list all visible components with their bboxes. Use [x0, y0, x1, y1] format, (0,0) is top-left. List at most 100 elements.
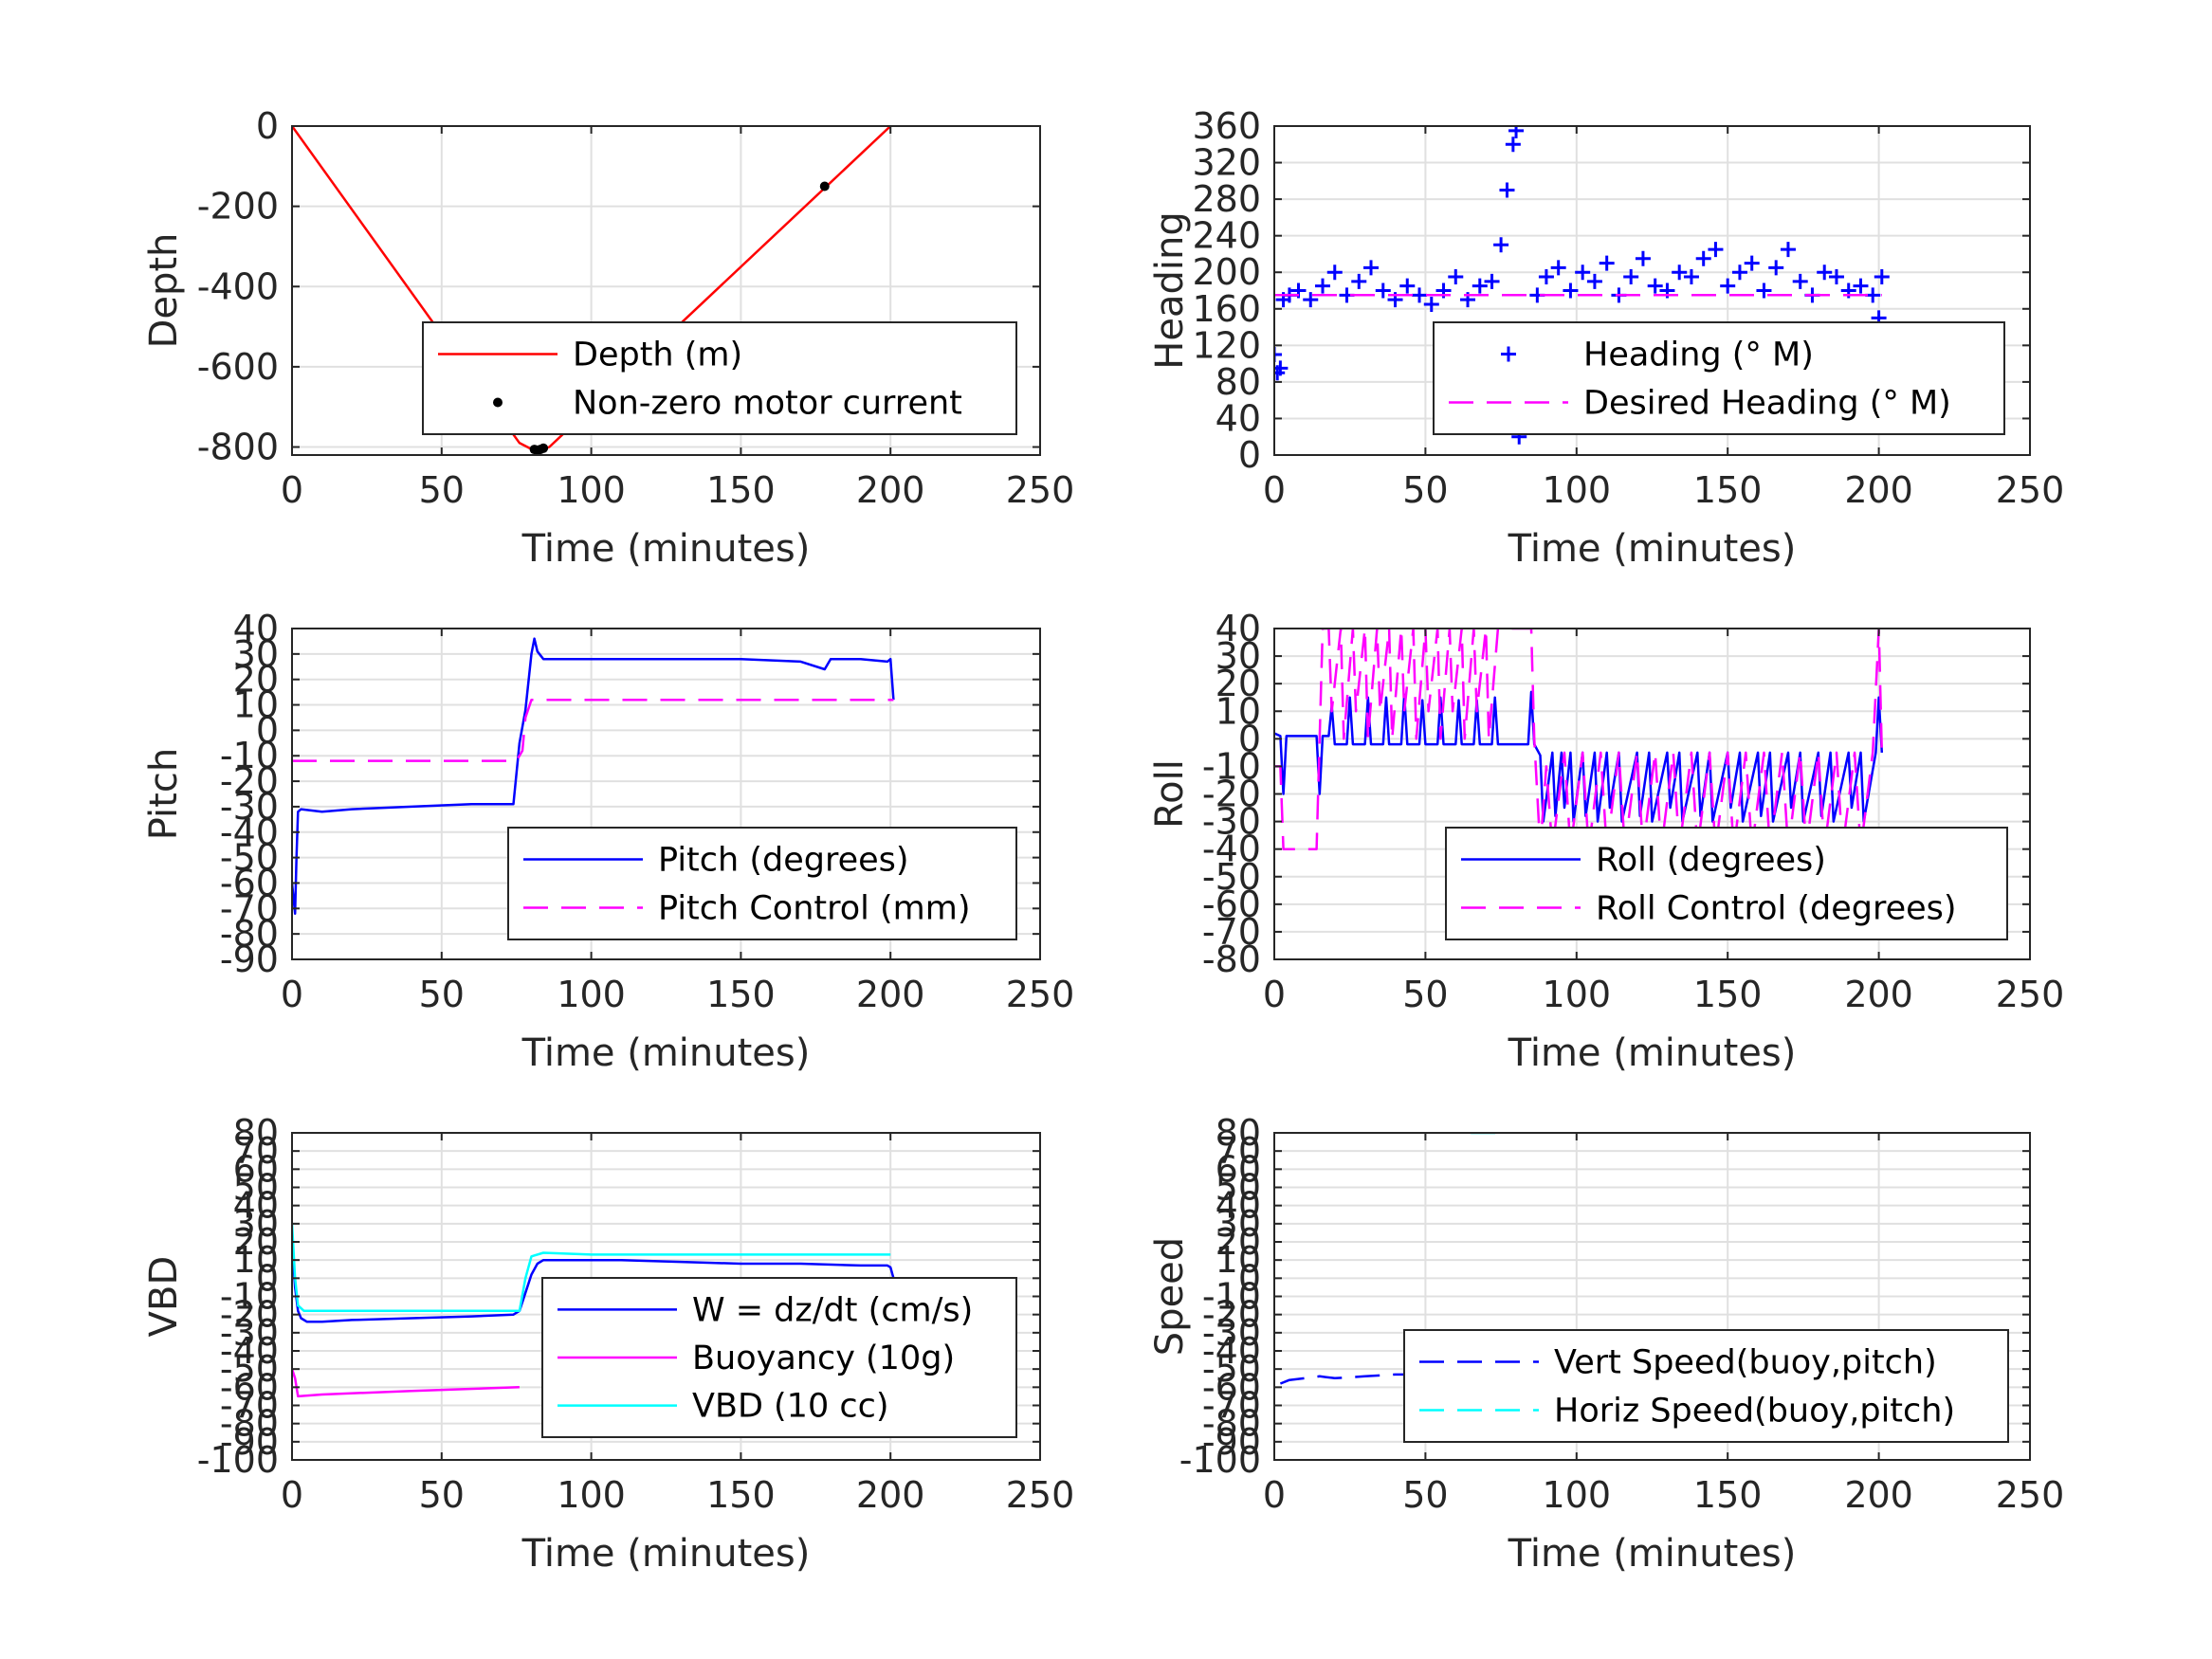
y-axis-label: Speed	[1148, 1237, 1192, 1356]
y-tick-label: 320	[1192, 142, 1261, 184]
subplot-vbd: 0 50 100 150 200 25080706050403020100-10-20-3…	[142, 1112, 1074, 1576]
x-tick-label: 0	[281, 974, 303, 1015]
x-tick-label: 100	[557, 469, 626, 511]
series-pitch-1-line	[292, 698, 894, 762]
y-tick-label: -20	[1202, 1294, 1261, 1336]
y-tick-label: 40	[233, 1185, 279, 1227]
y-tick-label: 0	[256, 1257, 279, 1299]
x-tick-label: 250	[1996, 469, 2065, 511]
data-point	[1575, 264, 1591, 281]
data-point	[1423, 296, 1439, 312]
y-tick-label: -70	[220, 887, 279, 929]
y-tick-label: -10	[220, 1276, 279, 1318]
y-tick-label: -40	[220, 1330, 279, 1372]
y-tick-label: -10	[220, 735, 279, 776]
x-tick-label: 50	[1402, 1474, 1448, 1516]
data-point	[1303, 292, 1319, 308]
y-tick-label: 0	[1238, 434, 1261, 476]
y-tick-label: -100	[197, 1439, 279, 1481]
x-axis-label: Time (minutes)	[521, 527, 811, 571]
y-tick-label: -70	[1202, 911, 1261, 953]
y-tick-label: 360	[1192, 105, 1261, 147]
data-point	[1412, 287, 1428, 303]
x-tick-label: 100	[1543, 469, 1612, 511]
legend-box	[1445, 827, 2008, 940]
y-tick-label: 50	[233, 1167, 279, 1209]
x-tick-label: 50	[1402, 469, 1448, 511]
y-tick-label: 30	[233, 1203, 279, 1245]
legend-label: Roll Control (degrees)	[1596, 890, 1957, 928]
data-point	[1363, 260, 1380, 276]
data-point	[1756, 283, 1772, 299]
x-axis-label: Time (minutes)	[1508, 1532, 1797, 1576]
y-tick-label: 20	[1216, 1221, 1261, 1263]
y-tick-label: 60	[233, 1148, 279, 1190]
data-point	[1599, 255, 1615, 271]
y-tick-label: 30	[233, 633, 279, 675]
y-tick-label: -80	[220, 913, 279, 955]
data-point	[1274, 346, 1282, 362]
legend-label: W = dz/dt (cm/s)	[692, 1291, 973, 1329]
x-axis-label: Time (minutes)	[1508, 527, 1797, 571]
y-tick-label: -40	[1202, 1330, 1261, 1372]
x-tick-label: 250	[1006, 469, 1075, 511]
y-tick-label: -60	[1202, 884, 1261, 925]
legend-label: Heading (° M)	[1583, 337, 1814, 374]
legend-label: Roll (degrees)	[1596, 842, 1826, 880]
series-speed-0-line	[1279, 1367, 1505, 1385]
legend-label: Vert Speed(buoy,pitch)	[1554, 1344, 1937, 1382]
x-tick-label: 0	[281, 1474, 303, 1516]
legend: Depth (m) Non-zero motor current	[422, 321, 1017, 435]
y-tick-label: -10	[1202, 745, 1261, 787]
x-tick-label: 100	[557, 1474, 626, 1516]
x-tick-label: 200	[856, 1474, 925, 1516]
y-tick-label: 40	[1216, 1185, 1261, 1227]
x-tick-label: 100	[1543, 974, 1612, 1015]
x-tick-label: 250	[1006, 1474, 1075, 1516]
x-tick-label: 150	[706, 469, 776, 511]
y-tick-label: -200	[197, 186, 279, 228]
y-tick-label: -70	[220, 1385, 279, 1427]
y-axis-label: Roll	[1148, 759, 1192, 829]
data-point	[1550, 260, 1566, 276]
y-tick-label: 30	[1216, 635, 1261, 677]
y-tick-label: 40	[1216, 608, 1261, 649]
data-point	[1635, 250, 1651, 266]
y-tick-label: 120	[1192, 324, 1261, 366]
y-tick-label: 80	[1216, 361, 1261, 403]
subplot-roll: 0 50 100 150 200 250403020100-10-20-30-40-50-…	[1148, 608, 2064, 1075]
y-tick-label: -50	[1202, 856, 1261, 898]
data-point	[1505, 137, 1521, 153]
y-tick-label: -50	[220, 837, 279, 879]
y-tick-label: -80	[220, 1403, 279, 1445]
data-point	[1780, 242, 1796, 258]
y-tick-label: 20	[1216, 663, 1261, 704]
y-tick-label: 10	[233, 1239, 279, 1281]
legend: Vert Speed(buoy,pitch) Horiz Speed(buoy,p…	[1403, 1329, 2009, 1443]
x-tick-label: 150	[1693, 1474, 1763, 1516]
y-tick-label: -400	[197, 265, 279, 307]
y-tick-label: 160	[1192, 288, 1261, 330]
y-tick-label: 30	[1216, 1203, 1261, 1245]
y-tick-label: 20	[233, 1221, 279, 1263]
legend-swatch	[1501, 346, 1516, 362]
y-axis-label: Depth	[142, 233, 186, 349]
data-point	[819, 181, 830, 191]
data-point	[1375, 283, 1391, 299]
y-tick-label: -20	[1202, 774, 1261, 815]
x-tick-label: 0	[1263, 469, 1286, 511]
legend-label: Buoyancy (10g)	[692, 1340, 955, 1377]
data-point	[1853, 278, 1869, 294]
data-point	[539, 443, 549, 453]
x-tick-label: 200	[1844, 1474, 1913, 1516]
y-tick-label: -60	[220, 1366, 279, 1408]
axes-box	[1273, 125, 2031, 456]
x-axis-label: Time (minutes)	[1508, 1031, 1797, 1075]
y-tick-label: 40	[1216, 397, 1261, 439]
legend: Roll (degrees) Roll Control (degrees)	[1445, 827, 2008, 940]
data-point	[1792, 273, 1808, 289]
y-tick-label: -800	[197, 427, 279, 468]
x-tick-label: 150	[1693, 974, 1763, 1015]
y-tick-label: 80	[233, 1112, 279, 1154]
